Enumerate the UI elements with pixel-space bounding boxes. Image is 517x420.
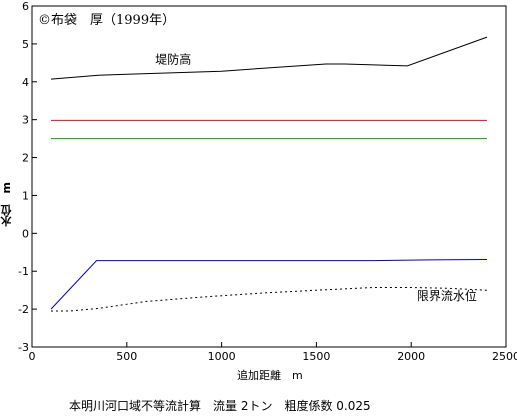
series-label-critical-water-level: 限界流水位 — [417, 288, 477, 303]
series-label-dike-height: 堤防高 — [155, 52, 191, 67]
dike-height-line — [50, 36, 488, 80]
y-tick-label: 1 — [22, 189, 29, 202]
y-tick-label: -1 — [18, 265, 29, 278]
y-axis-label: 水位 m — [0, 182, 13, 227]
x-tick-label: 2500 — [492, 350, 517, 363]
x-tick-label: 500 — [116, 350, 137, 363]
x-axis-label: 追加距離 m — [237, 368, 303, 382]
y-tick-label: 3 — [22, 114, 29, 127]
x-tick-label: 0 — [29, 350, 36, 363]
y-tick-label: -3 — [18, 341, 29, 354]
y-tick-label: 0 — [22, 227, 29, 240]
x-tick-label: 1000 — [208, 350, 236, 363]
copyright-text: ©布袋 厚（1999年） — [38, 13, 175, 28]
x-tick-label: 2000 — [397, 350, 425, 363]
plot-frame — [31, 5, 507, 348]
y-tick-label: 4 — [22, 76, 29, 89]
chart-title: 本明川河口域不等流計算 流量 2トン 粗度係数 0.025 — [69, 398, 371, 413]
y-tick-label: 2 — [22, 152, 29, 165]
y-tick-label: 5 — [22, 38, 29, 51]
y-tick-label: -2 — [18, 303, 29, 316]
blue-water-level-line — [50, 259, 488, 310]
y-tick-label: 6 — [22, 0, 29, 13]
x-tick-label: 1500 — [302, 350, 330, 363]
